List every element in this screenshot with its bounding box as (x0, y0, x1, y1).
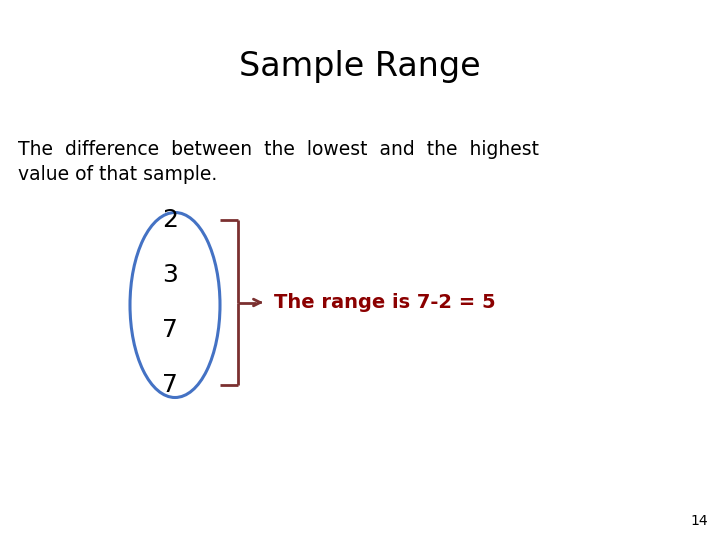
Text: 3: 3 (162, 263, 178, 287)
Text: 14: 14 (690, 514, 708, 528)
Text: 2: 2 (162, 208, 178, 232)
Text: 7: 7 (162, 373, 178, 397)
Text: 7: 7 (162, 318, 178, 342)
Text: The range is 7-2 = 5: The range is 7-2 = 5 (274, 293, 495, 312)
Text: value of that sample.: value of that sample. (18, 165, 217, 184)
Text: Sample Range: Sample Range (239, 50, 481, 83)
Text: The  difference  between  the  lowest  and  the  highest: The difference between the lowest and th… (18, 140, 539, 159)
